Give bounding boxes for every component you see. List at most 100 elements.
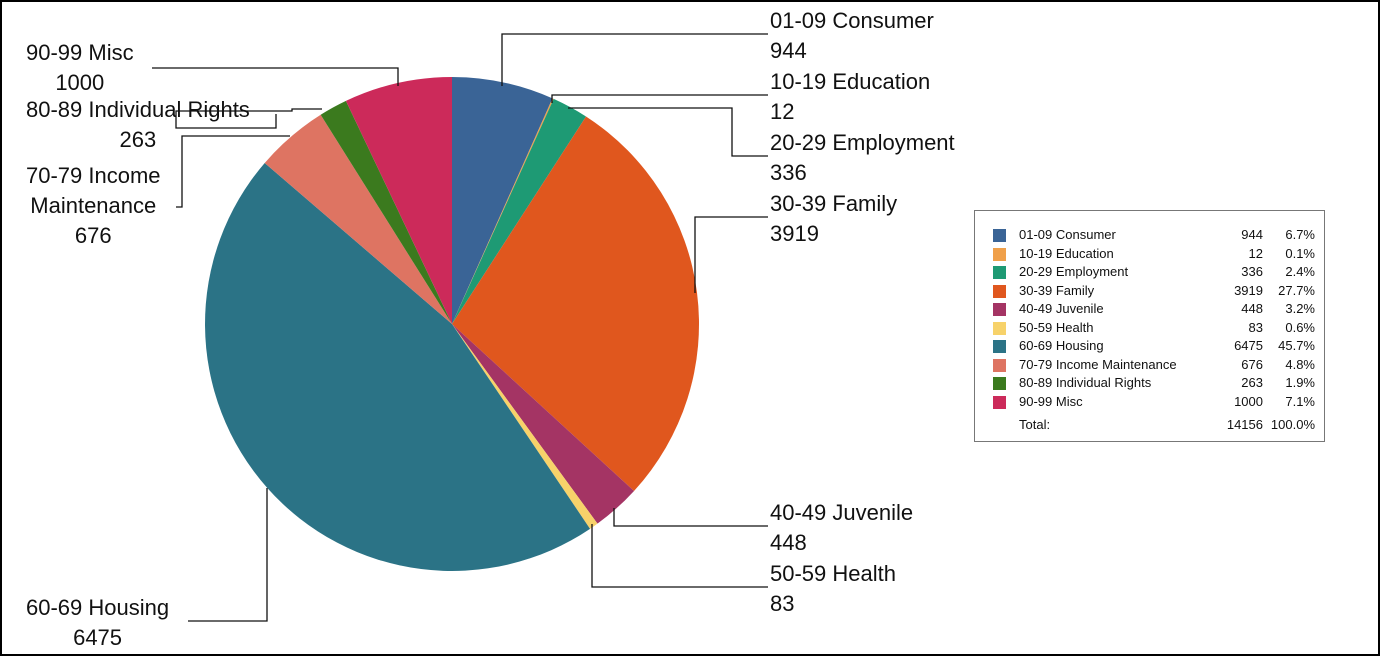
legend-row-8: 80-89 Individual Rights 263 1.9% xyxy=(993,375,1323,393)
legend-row-6: 60-69 Housing 6475 45.7% xyxy=(993,338,1323,356)
legend-percent-8: 1.9% xyxy=(1285,375,1315,390)
legend-count-9: 1000 xyxy=(1234,393,1263,409)
callout-value-3: 3919 xyxy=(770,221,819,246)
legend-row-4: 40-49 Juvenile 448 3.2% xyxy=(993,301,1323,319)
callout-value-6: 6475 xyxy=(73,625,122,650)
legend-swatch-9 xyxy=(993,395,1006,409)
callout-label-9-0: 90-99 Misc xyxy=(26,40,134,65)
legend-swatch-6 xyxy=(993,340,1006,353)
legend-count-4: 448 xyxy=(1241,301,1263,316)
legend-count-8: 263 xyxy=(1241,375,1263,390)
callout-value-7: 676 xyxy=(75,223,112,248)
legend-swatch-0 xyxy=(993,229,1006,242)
legend-swatch-3 xyxy=(993,284,1006,298)
callout-leader-1 xyxy=(551,94,768,103)
callout-label-8-0: 80-89 Individual Rights xyxy=(26,97,250,122)
pie-slice-1 xyxy=(452,98,554,325)
legend-count-0: 944 xyxy=(1241,227,1263,242)
callout-leader-4 xyxy=(613,508,768,527)
legend-swatch-7 xyxy=(993,358,1006,372)
legend-percent-2: 2.4% xyxy=(1285,264,1315,279)
pie-slice-6 xyxy=(205,162,591,571)
legend-swatch-1 xyxy=(993,247,1006,261)
callout-value-8: 263 xyxy=(120,127,157,152)
legend-swatch-5 xyxy=(993,321,1006,335)
legend-swatch-2 xyxy=(993,266,1006,279)
legend-label-7: 70-79 Income Maintenance xyxy=(1019,356,1177,372)
callout-value-9: 1000 xyxy=(55,70,104,95)
legend-row-3: 30-39 Family 3919 27.7% xyxy=(993,283,1323,301)
legend-label-8: 80-89 Individual Rights xyxy=(1019,375,1152,390)
legend-swatch-4 xyxy=(993,303,1006,316)
pie-slice-0 xyxy=(452,77,553,324)
pie-slice-7 xyxy=(264,114,452,324)
legend-label-1: 10-19 Education xyxy=(1019,245,1114,261)
callout-label-4-0: 40-49 Juvenile xyxy=(770,500,913,525)
callout-value-4: 448 xyxy=(770,530,807,555)
legend-row-0: 01-09 Consumer 944 6.7% xyxy=(993,227,1323,245)
legend-total-row: Total: 14156 100.0% xyxy=(993,417,1323,435)
callout-label-3-0: 30-39 Family xyxy=(770,191,897,216)
pie-slice-2 xyxy=(452,98,587,325)
callout-8: 80-89 Individual Rights 263 xyxy=(26,97,250,152)
legend-count-5: 83 xyxy=(1248,319,1263,335)
callout-label-0-0: 01-09 Consumer xyxy=(770,8,934,33)
legend-row-2: 20-29 Employment 336 2.4% xyxy=(993,264,1323,282)
callout-1: 10-19 Education 12 xyxy=(770,69,930,124)
legend-swatch-8 xyxy=(993,377,1006,390)
pie-slice-9 xyxy=(345,77,452,324)
legend-label-3: 30-39 Family xyxy=(1019,282,1095,298)
legend-label-9: 90-99 Misc xyxy=(1019,393,1083,409)
callout-3: 30-39 Family 3919 xyxy=(770,191,897,246)
legend-total-percent: 100.0% xyxy=(1270,417,1315,432)
legend-percent-4: 3.2% xyxy=(1285,301,1315,316)
callout-0: 01-09 Consumer 944 xyxy=(770,8,934,63)
callout-labels: 01-09 Consumer 944 10-19 Education 12 20-29 … xyxy=(26,8,955,650)
legend-row-7: 70-79 Income Maintenance 676 4.8% xyxy=(993,357,1323,375)
legend-label-0: 01-09 Consumer xyxy=(1019,227,1116,242)
legend-percent-9: 7.1% xyxy=(1285,393,1315,409)
callout-9: 90-99 Misc 1000 xyxy=(26,40,134,95)
legend-label-4: 40-49 Juvenile xyxy=(1019,301,1104,316)
legend-percent-6: 45.7% xyxy=(1278,338,1315,353)
legend-percent-5: 0.6% xyxy=(1285,319,1315,335)
callout-label-2-0: 20-29 Employment xyxy=(770,130,955,155)
legend-percent-1: 0.1% xyxy=(1285,245,1315,261)
callout-value-0: 944 xyxy=(770,38,807,63)
legend-percent-0: 6.7% xyxy=(1285,227,1315,242)
callout-4: 40-49 Juvenile 448 xyxy=(770,500,913,555)
callout-value-2: 336 xyxy=(770,160,807,185)
legend-count-7: 676 xyxy=(1241,356,1263,372)
legend-label-6: 60-69 Housing xyxy=(1019,338,1104,353)
legend-total-value: 14156 xyxy=(1226,417,1263,432)
callout-7: 70-79 Income Maintenance 676 xyxy=(26,163,161,248)
callout-leader-3 xyxy=(694,216,768,293)
callout-label-7-1: Maintenance xyxy=(30,193,156,218)
legend: 01-09 Consumer 944 6.7% 10-19 Education 12 0.… xyxy=(974,210,1325,442)
callout-label-1-0: 10-19 Education xyxy=(770,69,930,94)
legend-percent-7: 4.8% xyxy=(1285,356,1315,372)
callout-leader-lines xyxy=(152,33,768,622)
legend-count-6: 6475 xyxy=(1234,338,1263,353)
callout-label-7-0: 70-79 Income xyxy=(26,163,161,188)
callout-leader-5 xyxy=(591,524,768,588)
legend-count-1: 12 xyxy=(1248,245,1263,261)
callout-value-5: 83 xyxy=(770,591,794,616)
legend-label-2: 20-29 Employment xyxy=(1019,264,1129,279)
legend-row-5: 50-59 Health 83 0.6% xyxy=(993,320,1323,338)
pie-slices xyxy=(205,77,700,571)
callout-leader-2 xyxy=(568,107,768,157)
legend-total-label: Total: xyxy=(1019,417,1051,432)
callout-5: 50-59 Health 83 xyxy=(770,561,896,616)
pie-slice-4 xyxy=(452,324,635,524)
callout-2: 20-29 Employment 336 xyxy=(770,130,955,185)
pie-slice-5 xyxy=(452,324,598,529)
pie-slice-8 xyxy=(320,100,452,325)
callout-label-6-0: 60-69 Housing xyxy=(26,595,169,620)
legend-percent-3: 27.7% xyxy=(1278,282,1315,298)
callout-value-1: 12 xyxy=(770,99,794,124)
callout-leader-8 xyxy=(175,108,322,129)
pie-slice-3 xyxy=(452,116,700,491)
